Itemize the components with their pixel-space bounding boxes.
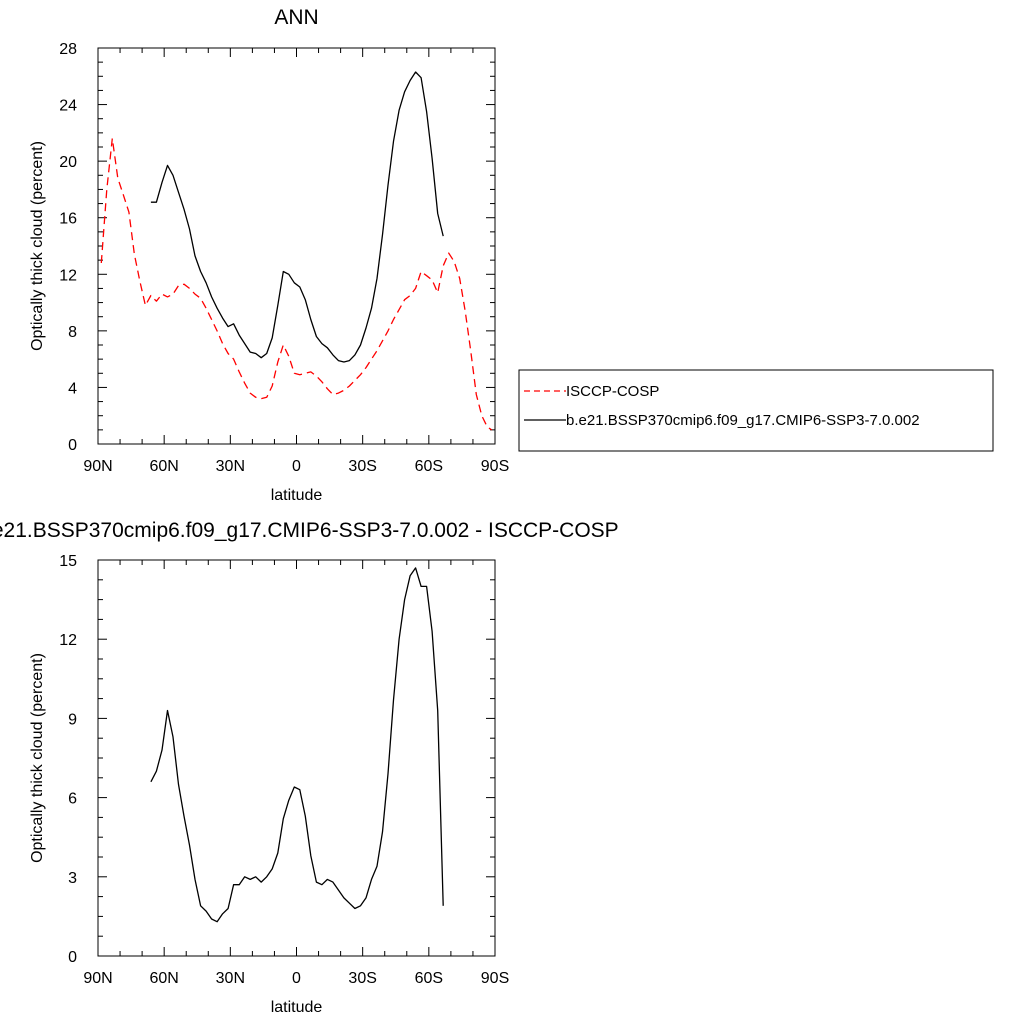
y-tick-label: 24 bbox=[59, 98, 77, 115]
difference-x-axis-label: latitude bbox=[271, 999, 323, 1016]
model-line bbox=[150, 71, 444, 363]
difference-plot-frame bbox=[97, 559, 496, 957]
x-tick-label: 30N bbox=[216, 970, 245, 987]
x-tick-label: 90S bbox=[481, 970, 509, 987]
y-tick-label: 3 bbox=[68, 870, 77, 887]
legend-label-isccp-cosp: ISCCP-COSP bbox=[566, 383, 659, 400]
y-tick-label: 16 bbox=[59, 211, 77, 228]
difference-panel: b.e21.BSSP370cmip6.f09_g17.CMIP6-SSP3-7.… bbox=[0, 519, 619, 1016]
annual-mean-y-axis-label: Optically thick cloud (percent) bbox=[29, 141, 46, 351]
y-tick-label: 28 bbox=[59, 41, 77, 58]
x-tick-label: 0 bbox=[292, 458, 301, 475]
difference-line bbox=[150, 567, 444, 923]
legend-label-model: b.e21.BSSP370cmip6.f09_g17.CMIP6-SSP3-7.… bbox=[566, 412, 920, 429]
y-tick-label: 0 bbox=[68, 437, 77, 454]
y-tick-label: 6 bbox=[68, 791, 77, 808]
x-tick-label: 60N bbox=[149, 970, 178, 987]
legend: ISCCP-COSP b.e21.BSSP370cmip6.f09_g17.CM… bbox=[518, 369, 994, 452]
difference-axis-ticks: 90N 60N 30N 0 30S 60S 90S 0 3 6 9 12 15 bbox=[59, 553, 509, 987]
y-tick-label: 9 bbox=[68, 711, 77, 728]
x-tick-label: 90S bbox=[481, 458, 509, 475]
y-tick-label: 12 bbox=[59, 632, 77, 649]
annual-mean-x-axis-label: latitude bbox=[271, 487, 323, 504]
y-tick-label: 15 bbox=[59, 553, 77, 570]
annual-mean-series-lines bbox=[100, 71, 493, 431]
isccp-cosp-line bbox=[100, 137, 493, 431]
difference-y-axis-label: Optically thick cloud (percent) bbox=[29, 653, 46, 863]
legend-box bbox=[518, 369, 994, 452]
y-tick-label: 8 bbox=[68, 324, 77, 341]
x-tick-label: 60N bbox=[149, 458, 178, 475]
annual-mean-axis-ticks: 90N 60N 30N 0 30S 60S 90S 0 4 8 12 16 20 24 28 bbox=[59, 41, 509, 475]
annual-mean-plot-frame bbox=[97, 47, 496, 445]
annual-mean-panel: ANN latitude Optically thick cloud (perc… bbox=[29, 6, 509, 504]
difference-series-lines bbox=[150, 567, 444, 923]
x-tick-label: 60S bbox=[415, 458, 443, 475]
x-tick-label: 30N bbox=[216, 458, 245, 475]
x-tick-label: 30S bbox=[348, 970, 376, 987]
y-tick-label: 12 bbox=[59, 267, 77, 284]
x-tick-label: 90N bbox=[83, 458, 112, 475]
difference-title: b.e21.BSSP370cmip6.f09_g17.CMIP6-SSP3-7.… bbox=[0, 519, 619, 542]
annual-mean-title: ANN bbox=[274, 6, 318, 29]
x-tick-label: 90N bbox=[83, 970, 112, 987]
x-tick-label: 30S bbox=[348, 458, 376, 475]
x-tick-label: 0 bbox=[292, 970, 301, 987]
x-tick-label: 60S bbox=[415, 970, 443, 987]
y-tick-label: 0 bbox=[68, 949, 77, 966]
y-tick-label: 4 bbox=[68, 380, 77, 397]
y-tick-label: 20 bbox=[59, 154, 77, 171]
